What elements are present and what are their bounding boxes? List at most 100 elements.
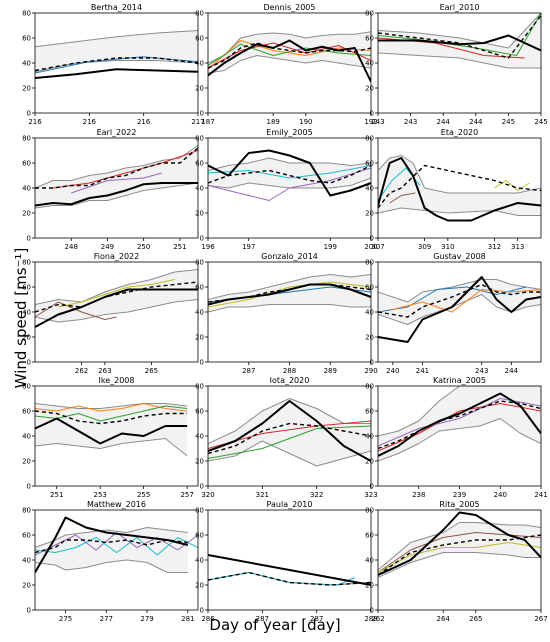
x-tick-label: 243 bbox=[404, 118, 417, 126]
y-tick-label: 20 bbox=[365, 210, 374, 218]
y-tick-label: 40 bbox=[365, 60, 374, 68]
envelope-lower-line bbox=[378, 294, 541, 325]
ensemble-mean-line bbox=[208, 42, 371, 69]
plot-area bbox=[35, 30, 198, 79]
y-tick-label: 20 bbox=[365, 85, 374, 93]
envelope-lower-line bbox=[35, 299, 198, 323]
x-tick-label: 264 bbox=[437, 615, 451, 623]
x-tick-label: 244 bbox=[469, 118, 483, 126]
x-tick-label: 239 bbox=[453, 491, 466, 499]
envelope-lower-line bbox=[208, 572, 371, 586]
x-tick-label: 240 bbox=[494, 491, 507, 499]
y-tick-label: 80 bbox=[195, 507, 204, 515]
ensemble-mean-line bbox=[35, 410, 188, 425]
envelope-fill bbox=[208, 572, 371, 585]
x-tick-label: 320 bbox=[201, 491, 214, 499]
y-tick-label: 80 bbox=[365, 383, 374, 391]
ensemble-member-line bbox=[71, 172, 162, 194]
x-tick-label: 262 bbox=[371, 615, 384, 623]
ensemble-member-line bbox=[58, 279, 175, 308]
x-tick-label: 275 bbox=[59, 615, 72, 623]
envelope-upper-line bbox=[378, 155, 541, 194]
x-tick-label: 240 bbox=[386, 367, 399, 375]
x-tick-label: 312 bbox=[488, 243, 501, 251]
subplot-katrina-2005: Katrina_2005 0 20 40 60 80 238 239 240 241 bbox=[365, 376, 548, 499]
y-tick-label: 0 bbox=[370, 483, 374, 491]
y-tick-label: 60 bbox=[195, 160, 204, 168]
envelope-upper-line bbox=[35, 527, 188, 548]
y-tick-label: 0 bbox=[27, 359, 31, 367]
envelope-lower-line bbox=[35, 60, 198, 73]
envelope-upper-line bbox=[208, 572, 371, 586]
ensemble-member-line bbox=[208, 167, 371, 201]
subplot-title: Fiona_2022 bbox=[94, 252, 139, 261]
y-tick-label: 40 bbox=[22, 433, 31, 441]
subplot-rita-2005: Rita_2005 0 20 40 60 80 262 264 265 267 bbox=[365, 500, 548, 623]
plot-area bbox=[378, 155, 541, 222]
x-tick-label: 217 bbox=[191, 118, 204, 126]
ensemble-member-line bbox=[389, 192, 416, 204]
x-tick-label: 288 bbox=[364, 615, 377, 623]
plot-area bbox=[378, 276, 541, 343]
envelope-lower-line bbox=[208, 440, 371, 467]
x-tick-label: 287 bbox=[242, 367, 255, 375]
ensemble-mean-line bbox=[35, 57, 198, 72]
x-tick-label: 245 bbox=[502, 118, 515, 126]
subplot-earl-2022: Earl_2022 0 20 40 60 80 248 249 250 251 bbox=[22, 128, 199, 251]
plot-area bbox=[208, 31, 371, 83]
observed-line bbox=[378, 511, 541, 576]
envelope-upper-line bbox=[35, 145, 198, 189]
envelope-fill bbox=[208, 398, 371, 466]
y-tick-label: 20 bbox=[365, 458, 374, 466]
ensemble-member-line bbox=[35, 403, 188, 412]
y-tick-label: 80 bbox=[365, 10, 374, 18]
observed-line bbox=[208, 39, 371, 83]
envelope-lower-line bbox=[378, 207, 541, 216]
x-tick-label: 289 bbox=[324, 367, 337, 375]
y-tick-label: 60 bbox=[22, 408, 31, 416]
observed-line bbox=[35, 417, 188, 445]
plot-area bbox=[208, 274, 371, 313]
y-tick-label: 80 bbox=[195, 135, 204, 143]
subplot-eta-2020: Eta_2020 0 20 40 60 80 307 309 310 312 313 bbox=[365, 128, 542, 251]
y-tick-label: 80 bbox=[195, 10, 204, 18]
y-tick-label: 60 bbox=[365, 35, 374, 43]
envelope-upper-line bbox=[35, 30, 198, 48]
y-tick-label: 20 bbox=[195, 458, 204, 466]
subplot-title: Paula_2010 bbox=[267, 500, 313, 509]
y-tick-label: 0 bbox=[370, 359, 374, 367]
subplot-title: Eta_2020 bbox=[441, 128, 478, 137]
x-tick-label: 190 bbox=[299, 118, 312, 126]
y-tick-label: 0 bbox=[27, 110, 31, 118]
y-tick-label: 20 bbox=[22, 582, 31, 590]
y-tick-label: 60 bbox=[195, 35, 204, 43]
subplot-title: Ike_2008 bbox=[99, 376, 135, 385]
x-tick-label: 244 bbox=[505, 367, 519, 375]
ensemble-mean-line bbox=[208, 571, 371, 586]
plot-area bbox=[208, 149, 371, 201]
envelope-lower-line bbox=[378, 418, 541, 462]
observed-line bbox=[35, 182, 198, 207]
y-tick-label: 60 bbox=[365, 408, 374, 416]
ensemble-member-line bbox=[494, 180, 530, 191]
plot-area bbox=[35, 516, 198, 574]
ensemble-member-line bbox=[35, 405, 188, 422]
observed-line bbox=[208, 554, 371, 586]
y-tick-label: 80 bbox=[365, 259, 374, 267]
y-tick-label: 20 bbox=[22, 210, 31, 218]
y-tick-label: 60 bbox=[365, 284, 374, 292]
y-tick-label: 80 bbox=[22, 135, 31, 143]
y-tick-label: 40 bbox=[195, 60, 204, 68]
observed-line bbox=[35, 68, 198, 79]
x-tick-label: 287 bbox=[310, 615, 323, 623]
y-tick-label: 0 bbox=[27, 483, 31, 491]
envelope-upper-line bbox=[378, 13, 541, 49]
x-tick-label: 243 bbox=[475, 367, 488, 375]
x-tick-label: 216 bbox=[28, 118, 42, 126]
y-tick-label: 20 bbox=[365, 334, 374, 342]
y-tick-label: 60 bbox=[22, 35, 31, 43]
x-tick-label: 192 bbox=[364, 118, 377, 126]
subplot-title: Gustav_2008 bbox=[433, 252, 486, 261]
x-tick-label: 265 bbox=[469, 615, 482, 623]
